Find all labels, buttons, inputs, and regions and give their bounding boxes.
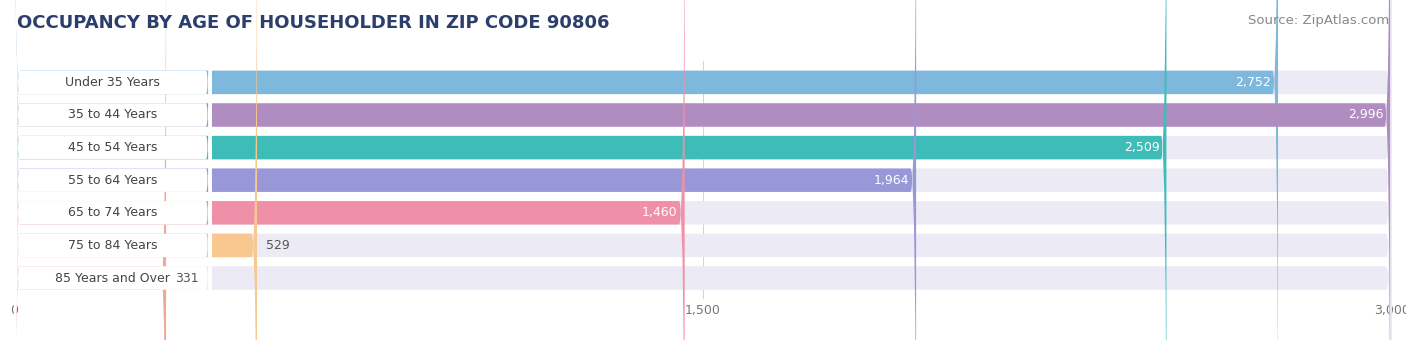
FancyBboxPatch shape	[14, 0, 1392, 340]
FancyBboxPatch shape	[14, 0, 1392, 340]
FancyBboxPatch shape	[14, 0, 211, 340]
Text: Source: ZipAtlas.com: Source: ZipAtlas.com	[1249, 14, 1389, 27]
FancyBboxPatch shape	[14, 0, 211, 340]
FancyBboxPatch shape	[14, 0, 211, 340]
FancyBboxPatch shape	[14, 0, 257, 340]
Text: 65 to 74 Years: 65 to 74 Years	[67, 206, 157, 219]
Text: 2,752: 2,752	[1236, 76, 1271, 89]
FancyBboxPatch shape	[14, 0, 1391, 340]
FancyBboxPatch shape	[14, 0, 1167, 340]
Text: 45 to 54 Years: 45 to 54 Years	[67, 141, 157, 154]
FancyBboxPatch shape	[14, 0, 685, 340]
FancyBboxPatch shape	[14, 0, 1392, 340]
FancyBboxPatch shape	[14, 0, 211, 340]
Text: 55 to 64 Years: 55 to 64 Years	[67, 174, 157, 187]
Text: 529: 529	[266, 239, 290, 252]
Text: 2,996: 2,996	[1348, 108, 1384, 121]
Text: 85 Years and Over: 85 Years and Over	[55, 272, 170, 285]
Text: 75 to 84 Years: 75 to 84 Years	[67, 239, 157, 252]
FancyBboxPatch shape	[14, 0, 1278, 340]
Text: OCCUPANCY BY AGE OF HOUSEHOLDER IN ZIP CODE 90806: OCCUPANCY BY AGE OF HOUSEHOLDER IN ZIP C…	[17, 14, 609, 32]
FancyBboxPatch shape	[14, 0, 1392, 340]
Text: 2,509: 2,509	[1123, 141, 1160, 154]
Text: 1,964: 1,964	[873, 174, 910, 187]
Text: 1,460: 1,460	[643, 206, 678, 219]
FancyBboxPatch shape	[14, 0, 211, 340]
FancyBboxPatch shape	[14, 0, 917, 340]
FancyBboxPatch shape	[14, 0, 1392, 340]
Text: 331: 331	[176, 272, 198, 285]
FancyBboxPatch shape	[14, 0, 166, 340]
FancyBboxPatch shape	[14, 0, 1392, 340]
FancyBboxPatch shape	[14, 0, 211, 340]
FancyBboxPatch shape	[14, 0, 211, 340]
Text: 35 to 44 Years: 35 to 44 Years	[67, 108, 157, 121]
FancyBboxPatch shape	[14, 0, 1392, 340]
Text: Under 35 Years: Under 35 Years	[65, 76, 160, 89]
